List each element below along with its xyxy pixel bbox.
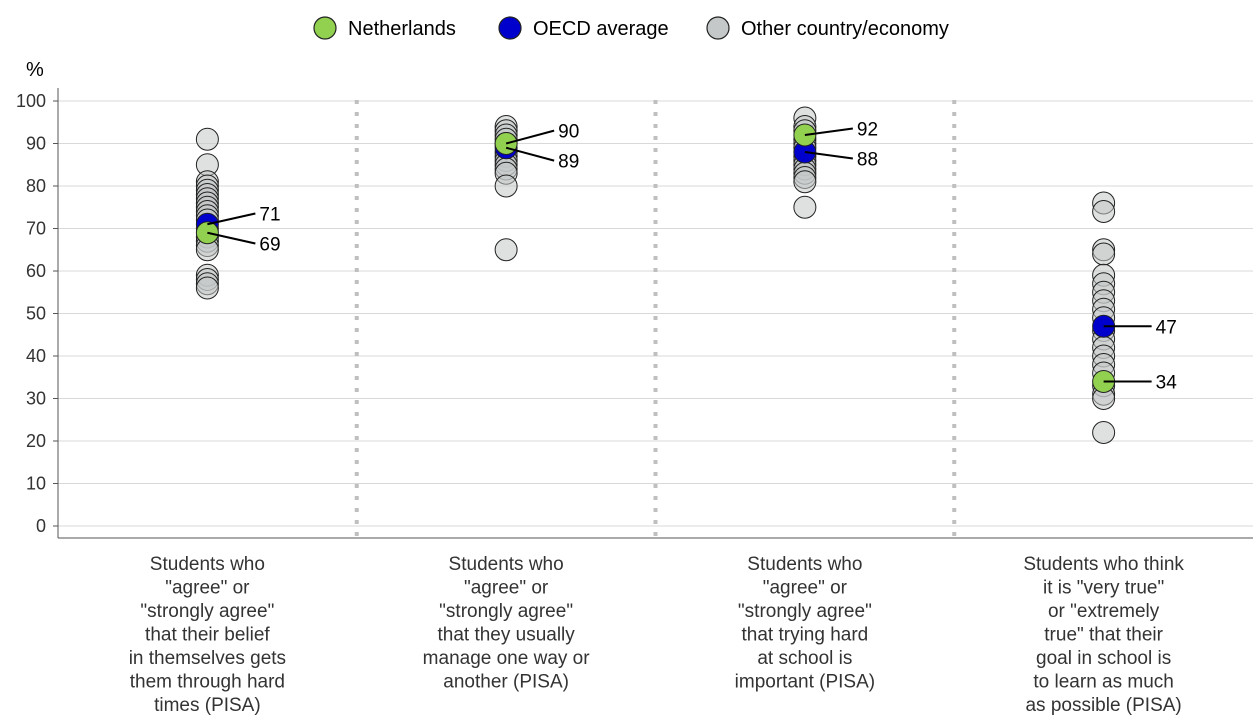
x-category-label: important (PISA) [735,672,875,693]
leader-line [804,151,854,160]
legend: Netherlands OECD average Other country/eco… [313,16,949,40]
x-category-label: "agree" or [763,578,848,599]
other-country-point [1092,421,1116,444]
x-category-label: Students who [747,554,862,575]
x-category-label: them through hard [130,672,285,693]
y-unit-label: % [26,59,44,81]
x-category-label: "agree" or [464,578,549,599]
x-category-label: to learn as much [1033,672,1173,693]
oecd-value-label: 71 [259,205,280,226]
leader-line [207,212,256,226]
y-axis: 0 10 20 30 40 50 60 70 80 90 100 [16,88,1253,539]
x-category-label: Students who [449,554,564,575]
x-category-label: manage one way or [423,648,591,669]
leader-line [207,231,256,245]
x-category-label: Students who think [1023,554,1184,575]
other-country-point [494,174,518,198]
leader-line [505,146,555,162]
netherlands-value-label: 90 [558,122,579,143]
other-country-point [793,195,817,219]
other-country-point [494,238,518,262]
oecd-value-label: 88 [857,150,878,171]
x-category-label: as possible (PISA) [1025,695,1181,716]
x-category-label: in themselves gets [129,648,286,669]
legend-label: OECD average [533,18,669,40]
x-category-label: that trying hard [742,625,869,646]
y-tick-label: 80 [26,176,46,196]
y-tick-label: 30 [26,389,46,409]
legend-label: Netherlands [348,18,456,40]
y-tick-label: 10 [26,474,46,494]
y-tick-label: 0 [36,516,46,536]
x-category-label: goal in school is [1036,648,1171,669]
x-category-label: Students who [150,554,265,575]
data-points [195,106,1116,444]
x-category-label: at school is [757,648,852,669]
category-separators [354,100,957,538]
x-category-label: "strongly agree" [439,601,573,622]
x-category-label: another (PISA) [443,672,569,693]
other-country-point [195,276,219,300]
other-country-point [793,170,817,194]
oecd-value-label: 47 [1156,317,1177,338]
x-category-label: it is "very true" [1043,578,1164,599]
leader-line [804,127,854,136]
x-axis: Students who"agree" or"strongly agree"th… [129,554,1185,716]
other-country-point [195,127,219,151]
y-tick-label: 40 [26,346,46,366]
x-category-label: that they usually [437,625,575,646]
x-category-label: true" that their [1044,625,1163,646]
leader-line [505,129,555,145]
legend-marker [313,16,337,40]
x-category-label: "agree" or [165,578,250,599]
oecd-value-label: 89 [558,152,579,173]
x-category-label: "strongly agree" [738,601,872,622]
x-category-label: that their belief [145,625,270,646]
legend-marker [706,16,730,40]
x-category-label: "strongly agree" [140,601,274,622]
y-tick-label: 90 [26,134,46,154]
netherlands-value-label: 92 [857,120,878,141]
y-tick-label: 20 [26,431,46,451]
legend-marker [498,16,522,40]
legend-label: Other country/economy [741,18,949,40]
y-tick-label: 50 [26,304,46,324]
other-country-point [1092,242,1116,266]
other-country-point [1092,200,1116,223]
x-category-label: times (PISA) [154,695,261,716]
value-labels: 71 69 90 89 92 88 47 34 [207,120,1177,394]
y-tick-label: 100 [16,91,46,111]
y-tick-label: 70 [26,219,46,239]
netherlands-value-label: 34 [1156,373,1178,394]
y-tick-label: 60 [26,261,46,281]
netherlands-value-label: 69 [259,235,280,256]
x-category-label: or "extremely [1048,601,1160,622]
